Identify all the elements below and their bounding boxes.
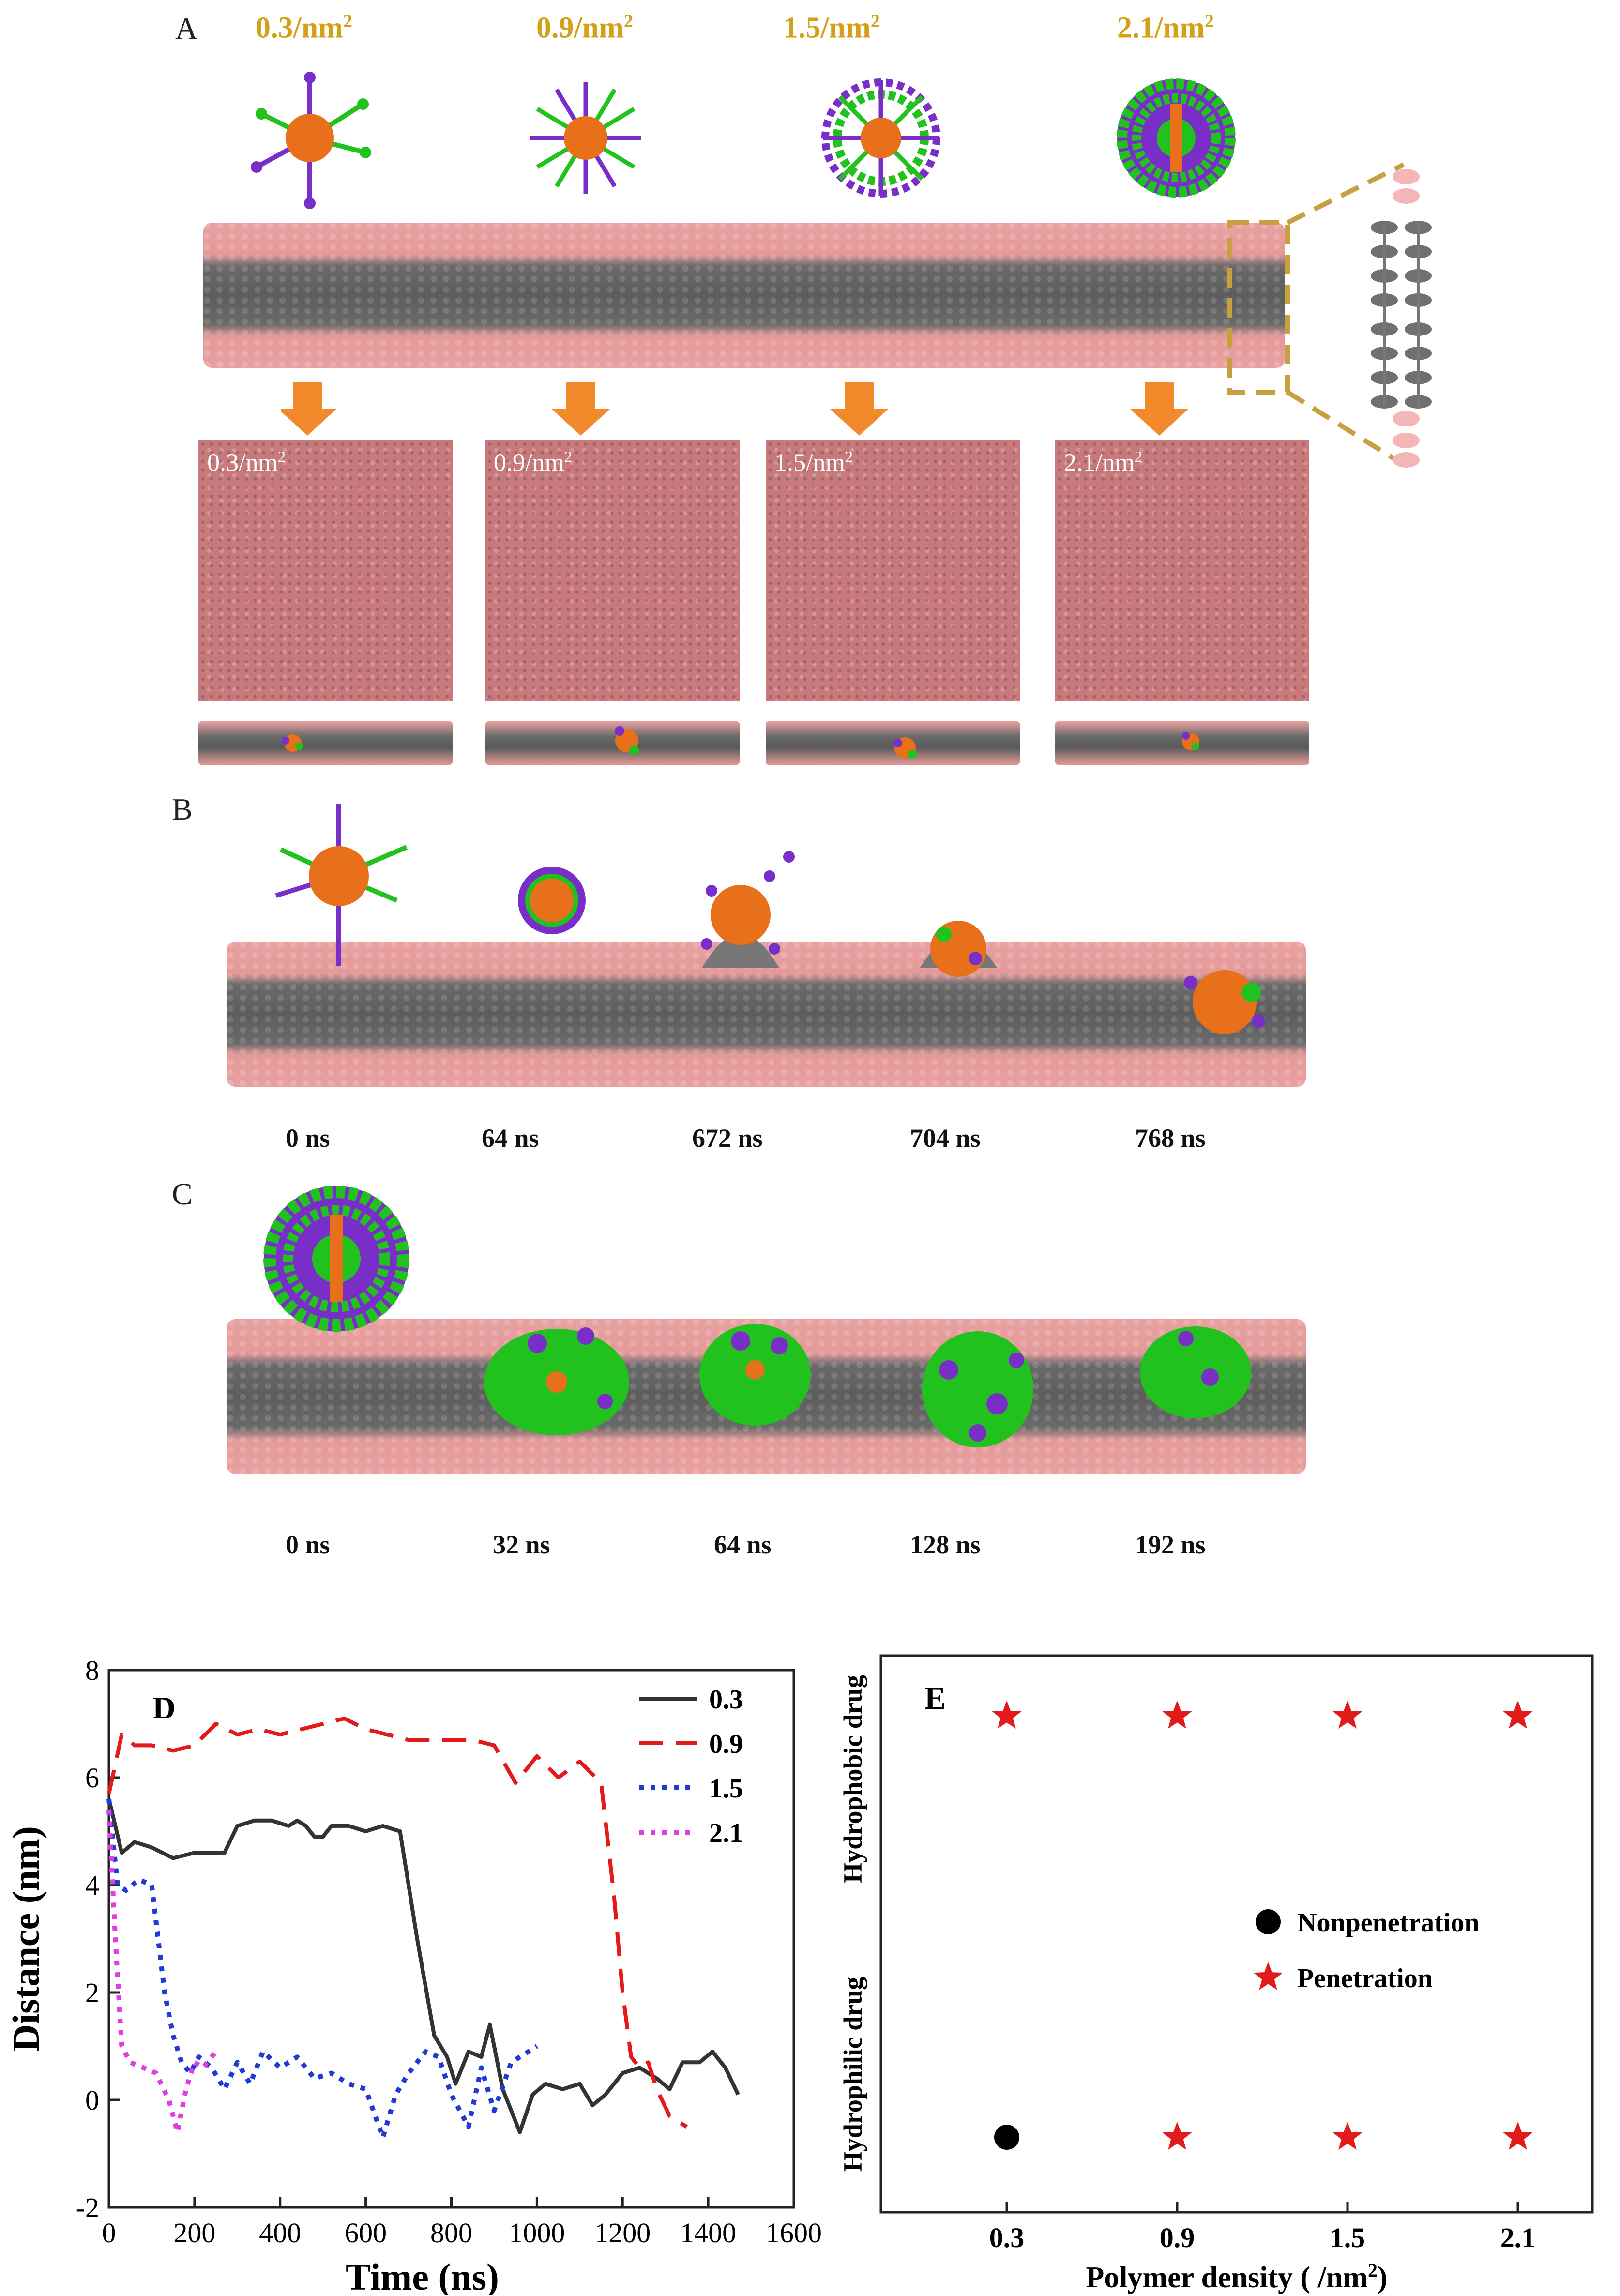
- panel-b-letter: B: [172, 792, 193, 826]
- b-time-4: 768 ns: [1135, 1124, 1206, 1153]
- series-line-1.5: [106, 1798, 539, 2140]
- legend-marker-penetration: [1253, 1962, 1283, 1990]
- top-view-label-0.3: 0.3/nm2: [207, 448, 286, 477]
- panel-c-particles: [263, 1186, 1251, 1447]
- density-label-1.5: 1.5/nm2: [783, 11, 880, 45]
- y-tick-label-0: -2: [76, 2192, 99, 2223]
- series-line-0.9: [107, 1716, 688, 2129]
- density-label-0.3: 0.3/nm2: [256, 11, 352, 45]
- c-time-4: 192 ns: [1135, 1530, 1206, 1559]
- y-tick-label-5: 8: [85, 1656, 99, 1686]
- c-np-128ns: [922, 1331, 1033, 1447]
- c-time-1: 32 ns: [493, 1530, 550, 1559]
- c-np-64ns: [699, 1324, 811, 1426]
- x-tick-label-2: 400: [259, 2217, 301, 2249]
- c-np-32ns: [484, 1327, 629, 1435]
- c-time-2: 64 ns: [714, 1530, 772, 1559]
- legend-label-penetration: Penetration: [1297, 1963, 1433, 1993]
- point-star-1.5-2: [1332, 1701, 1363, 1729]
- y-tick-label-3: 4: [85, 1870, 99, 1901]
- point-star-2.1-7: [1503, 2122, 1533, 2150]
- transition-arrows: [281, 382, 1188, 436]
- b-np-672ns: [701, 851, 795, 968]
- x-tick-label-5: 1000: [509, 2217, 565, 2249]
- b-np-0ns: [275, 804, 408, 966]
- nanoparticle-0.3: [251, 72, 371, 209]
- e-x-tick-label-2: 1.5: [1330, 2222, 1365, 2253]
- panel-c-letter: C: [172, 1177, 193, 1211]
- panel-d-letter: D: [152, 1690, 176, 1726]
- point-star-0.3-0: [992, 1701, 1022, 1729]
- c-time-3: 128 ns: [910, 1530, 981, 1559]
- b-time-0: 0 ns: [286, 1124, 330, 1153]
- point-star-2.1-3: [1503, 1701, 1533, 1729]
- chart-d-distance-vs-time: 0 200 400 600 800 1000 1200 1400 1600-202468Time…: [5, 1656, 822, 2295]
- x-tick-label-0: 0: [102, 2217, 116, 2249]
- top-view-1.5: [766, 440, 1020, 701]
- e-x-tick-label-1: 0.9: [1160, 2222, 1195, 2253]
- top-view-label-1.5: 1.5/nm2: [774, 448, 853, 477]
- x-tick-label-6: 1200: [594, 2217, 651, 2249]
- c-time-0: 0 ns: [286, 1530, 330, 1559]
- point-star-0.9-5: [1162, 2122, 1192, 2150]
- lipid-schematic: [1227, 162, 1432, 468]
- nanoparticle-2.1: [1117, 78, 1236, 198]
- plot-frame: [107, 1669, 795, 2209]
- legend-label-nonpenetration: Nonpenetration: [1297, 1908, 1479, 1938]
- b-np-704ns: [920, 921, 997, 977]
- top-view-2.1: [1055, 440, 1309, 701]
- b-time-1: 64 ns: [482, 1124, 539, 1153]
- point-circle-0.3-4: [994, 2125, 1019, 2150]
- point-star-0.9-1: [1162, 1701, 1192, 1729]
- side-view-0.3: [198, 721, 453, 765]
- x-tick-label-7: 1400: [680, 2217, 736, 2249]
- density-label-0.9: 0.9/nm2: [536, 11, 633, 45]
- b-np-768ns: [1184, 970, 1265, 1034]
- side-view-0.9: [485, 721, 740, 765]
- chart-e-penetration-map: 0.3 0.9 1.5 2.1 Polymer density ( /nm2) Hydro…: [838, 1654, 1594, 2295]
- legend-label-0.9: 0.9: [709, 1729, 743, 1759]
- e-x-tick-label-3: 2.1: [1500, 2222, 1536, 2253]
- x-tick-label-4: 800: [430, 2217, 472, 2249]
- side-view-1.5: [766, 721, 1020, 765]
- c-np-0ns: [263, 1186, 409, 1332]
- b-time-2: 672 ns: [692, 1124, 763, 1153]
- series-line-0.3: [107, 1798, 740, 2134]
- y-label-hydrophobic: Hydrophobic drug: [838, 1675, 867, 1883]
- e-x-tick-label-0: 0.3: [989, 2222, 1025, 2253]
- top-view-0.3: [198, 440, 453, 701]
- point-star-1.5-6: [1332, 2122, 1363, 2150]
- legend-label-2.1: 2.1: [709, 1818, 743, 1848]
- legend-label-0.3: 0.3: [709, 1685, 743, 1715]
- x-axis-label: Time (ns): [346, 2256, 499, 2295]
- plot-frame-e: [879, 1654, 1594, 2214]
- b-np-64ns: [518, 867, 586, 934]
- density-label-2.1: 2.1/nm2: [1117, 11, 1214, 45]
- e-x-axis-label: Polymer density ( /nm2): [1086, 2259, 1387, 2295]
- y-label-hydrophilic: Hydrophilic drug: [838, 1977, 867, 2172]
- c-np-192ns: [1140, 1326, 1251, 1418]
- panel-b-particles: [275, 804, 1265, 1034]
- top-view-label-2.1: 2.1/nm2: [1064, 448, 1142, 477]
- y-tick-label-4: 6: [85, 1762, 99, 1794]
- x-tick-label-8: 1600: [766, 2217, 822, 2249]
- panel-a-letter: A: [175, 11, 198, 46]
- x-tick-label-3: 600: [345, 2217, 387, 2249]
- legend-marker-nonpenetration: [1256, 1909, 1281, 1934]
- y-axis-label: Distance (nm): [5, 1826, 47, 2052]
- nanoparticle-0.9: [530, 82, 641, 194]
- x-tick-label-1: 200: [173, 2217, 215, 2249]
- y-tick-label-1: 0: [85, 2084, 99, 2116]
- series-line-2.1: [106, 1809, 218, 2135]
- side-view-particles: [282, 726, 1199, 759]
- nanoparticle-1.5: [821, 78, 940, 198]
- top-view-0.9: [485, 440, 740, 701]
- legend-label-1.5: 1.5: [709, 1774, 743, 1804]
- b-time-3: 704 ns: [910, 1124, 981, 1153]
- top-view-label-0.9: 0.9/nm2: [494, 448, 572, 477]
- panel-a-nanoparticles: [251, 72, 1236, 209]
- panel-e-letter: E: [924, 1681, 946, 1716]
- y-tick-label-2: 2: [85, 1977, 99, 2008]
- membrane-panel-a: [203, 223, 1285, 368]
